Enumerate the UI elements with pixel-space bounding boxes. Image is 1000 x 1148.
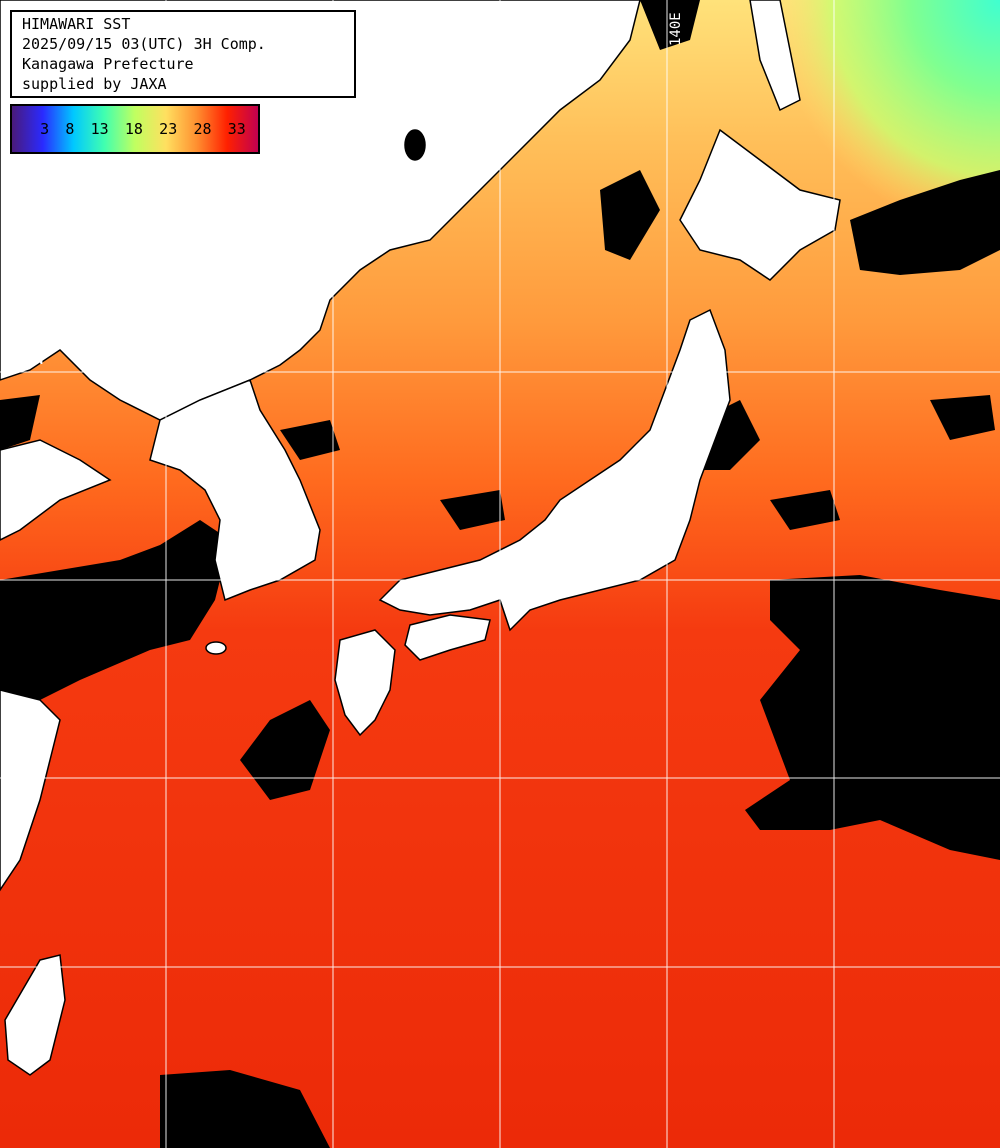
legend-tick: 18 [124, 120, 143, 138]
temperature-legend: 3 8 13 18 23 28 33 [10, 104, 260, 154]
lat-label-35n: 35N [18, 352, 44, 368]
land-hokkaido [679, 128, 841, 281]
land-shikoku [404, 614, 491, 661]
land-taiwan [4, 954, 66, 1076]
info-title: HIMAWARI SST [22, 15, 131, 33]
legend-tick: 3 [40, 120, 50, 138]
legend-tick: 13 [90, 120, 109, 138]
info-source: supplied by JAXA [22, 75, 167, 93]
land-china-south [0, 689, 61, 892]
legend-tick: 8 [65, 120, 75, 138]
land-china-coast [0, 439, 112, 541]
legend-tick: 23 [159, 120, 178, 138]
info-region: Kanagawa Prefecture [22, 55, 194, 73]
land-sakhalin-coast [749, 0, 801, 112]
legend-ticks: 3 8 13 18 23 28 33 [12, 120, 258, 138]
legend-tick: 33 [227, 120, 246, 138]
legend-tick: 28 [193, 120, 212, 138]
info-datetime: 2025/09/15 03(UTC) 3H Comp. [22, 35, 266, 53]
lon-label-140e: 140E [668, 12, 684, 46]
land-island-2 [404, 129, 426, 161]
land-kyushu [334, 629, 396, 737]
lat-label-30n: 30N [18, 758, 44, 774]
land-island-1 [205, 641, 227, 655]
map-info-box: HIMAWARI SST 2025/09/15 03(UTC) 3H Comp.… [10, 10, 356, 98]
land-honshu [378, 308, 731, 632]
